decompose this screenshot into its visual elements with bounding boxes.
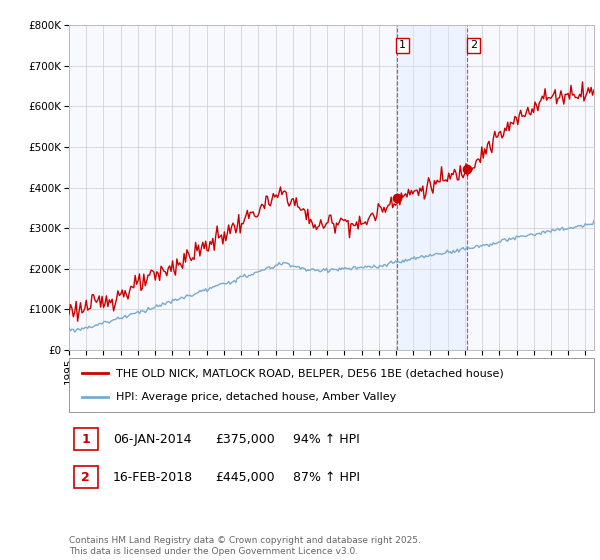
- Text: 2: 2: [82, 470, 90, 484]
- Text: £445,000: £445,000: [215, 470, 274, 484]
- Text: 94% ↑ HPI: 94% ↑ HPI: [293, 432, 359, 446]
- Text: 2: 2: [470, 40, 477, 50]
- Text: 1: 1: [82, 432, 90, 446]
- Text: £375,000: £375,000: [215, 432, 275, 446]
- Text: 1: 1: [399, 40, 406, 50]
- Text: 06-JAN-2014: 06-JAN-2014: [113, 432, 191, 446]
- Text: Contains HM Land Registry data © Crown copyright and database right 2025.
This d: Contains HM Land Registry data © Crown c…: [69, 536, 421, 556]
- Bar: [397, 25, 467, 350]
- Text: THE OLD NICK, MATLOCK ROAD, BELPER, DE56 1BE (detached house): THE OLD NICK, MATLOCK ROAD, BELPER, DE56…: [116, 368, 504, 379]
- Text: 16-FEB-2018: 16-FEB-2018: [113, 470, 193, 484]
- Text: 87% ↑ HPI: 87% ↑ HPI: [293, 470, 360, 484]
- Text: HPI: Average price, detached house, Amber Valley: HPI: Average price, detached house, Ambe…: [116, 391, 397, 402]
